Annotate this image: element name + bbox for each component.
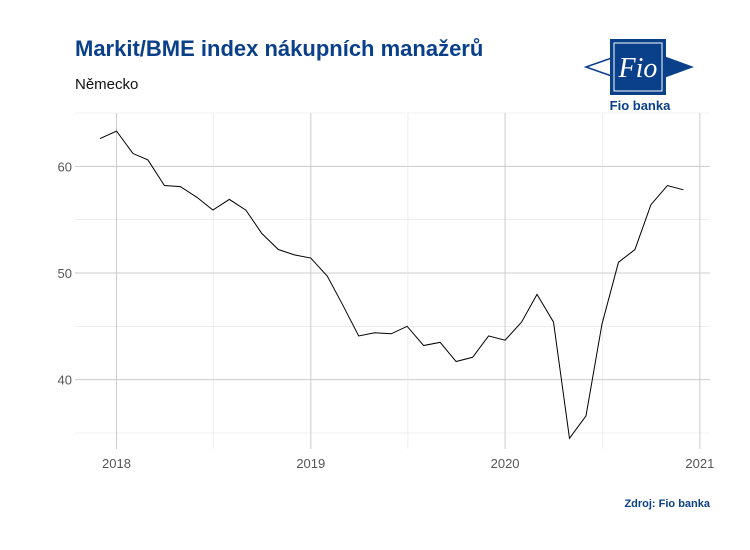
chart-title: Markit/BME index nákupních manažerů [75, 36, 484, 61]
logo-square [610, 39, 666, 95]
x-tick-label: 2019 [296, 456, 325, 471]
chart-subtitle: Německo [75, 76, 139, 93]
y-tick-label: 40 [58, 373, 72, 388]
fio-logo-icon: Fio [583, 39, 694, 95]
x-axis-tick-labels: 2018 2019 2020 2021 [102, 456, 714, 471]
logo-caption: Fio banka [609, 98, 671, 113]
x-tick-label: 2018 [102, 456, 131, 471]
y-tick-label: 50 [58, 266, 72, 281]
y-tick-label: 60 [58, 159, 72, 174]
fio-banka-logo: Fio Fio banka [583, 36, 696, 116]
y-axis-tick-labels: 40 50 60 [58, 159, 72, 387]
logo-text: Fio [618, 53, 658, 84]
chart-grid [75, 112, 710, 449]
pmi-series-line [99, 130, 684, 440]
logo-inner-frame [613, 42, 663, 92]
source-note: Zdroj: Fio banka [624, 498, 710, 510]
x-tick-label: 2021 [685, 456, 714, 471]
x-tick-label: 2020 [491, 456, 520, 471]
